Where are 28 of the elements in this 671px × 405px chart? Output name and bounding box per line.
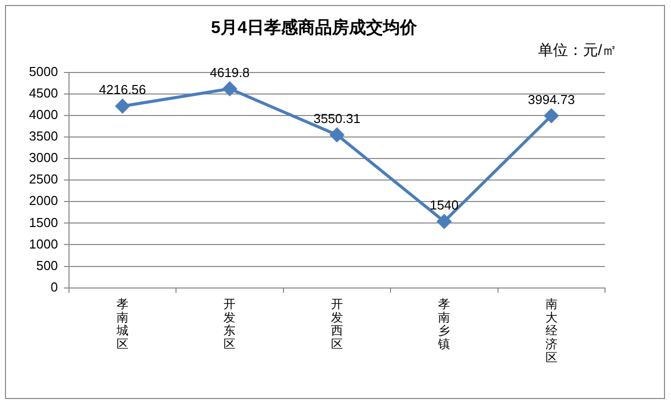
x-tick-label: 南大经济区 <box>545 296 558 365</box>
y-tick-label: 1500 <box>29 214 58 230</box>
y-tick-label: 1000 <box>29 236 58 252</box>
y-tick-label: 2500 <box>29 172 58 187</box>
point <box>222 82 237 96</box>
point <box>544 108 558 123</box>
x-tick-label: 开发西区 <box>330 296 343 352</box>
y-tick-label: 500 <box>36 258 58 273</box>
y-tick-label: 5000 <box>29 64 58 79</box>
chart-title: 5月4日孝感商品房成交均价 <box>211 18 418 37</box>
data-label: 3994.73 <box>528 92 575 107</box>
data-label: 3550.31 <box>313 110 360 126</box>
x-tick-label: 孝南城区 <box>116 296 129 352</box>
y-tick-label: 0 <box>50 279 58 294</box>
y-tick-label: 3500 <box>29 128 58 144</box>
x-tick-label: 孝南乡镇 <box>437 296 450 352</box>
text: 单位：元/㎡ <box>538 42 617 60</box>
point <box>437 214 452 228</box>
data-label: 4619.8 <box>210 64 250 80</box>
y-tick-label: 3000 <box>29 150 58 166</box>
point <box>116 99 130 114</box>
point <box>330 128 344 142</box>
data-label: 4216.56 <box>99 82 146 98</box>
y-tick-label: 2000 <box>29 193 58 208</box>
y-tick-label: 4000 <box>29 107 58 122</box>
x-tick-label: 开发东区 <box>224 296 236 352</box>
data-label: 1540 <box>430 198 459 213</box>
y-tick-label: 4500 <box>29 86 58 101</box>
